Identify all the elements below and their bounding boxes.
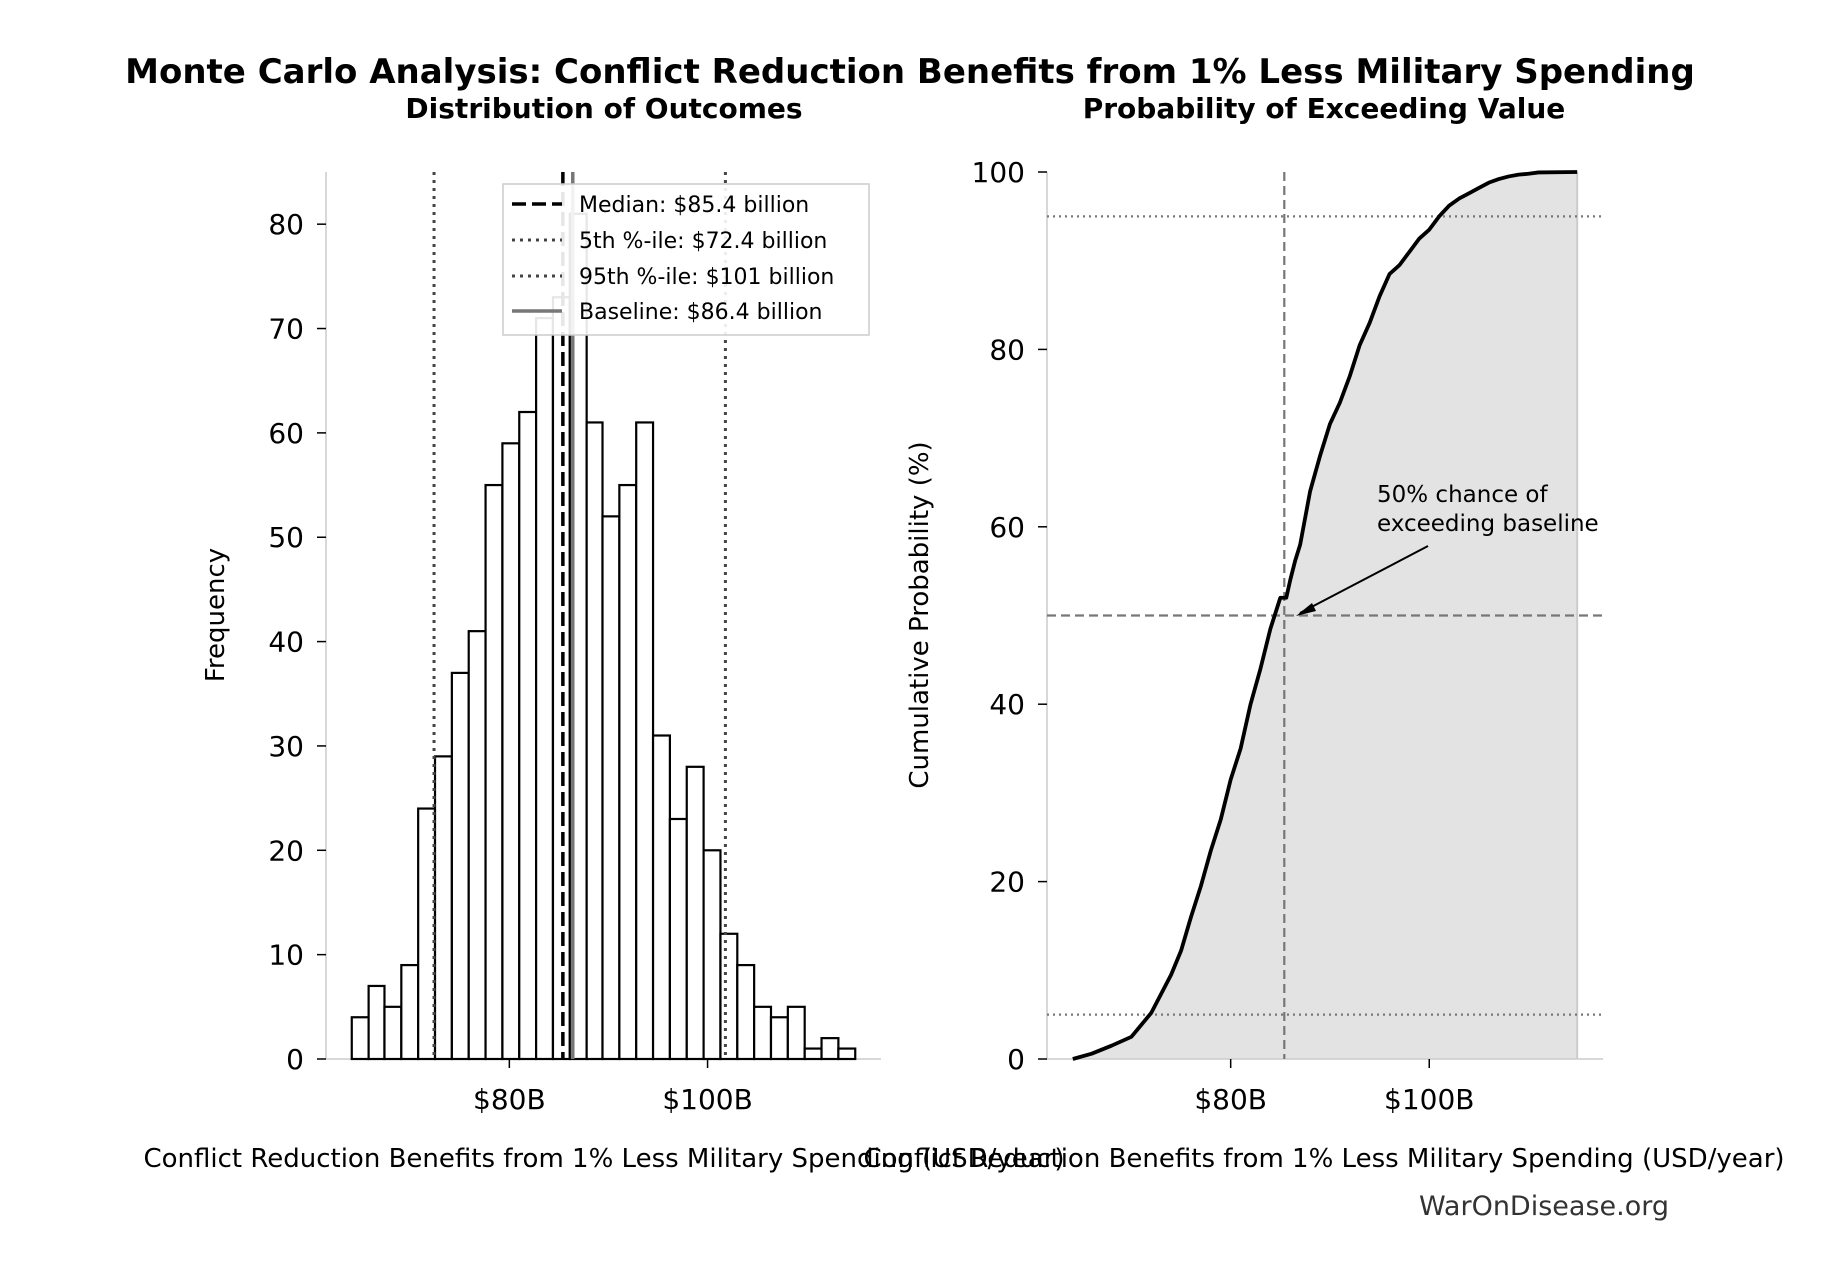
annotation-arrow-shaft [1299, 545, 1429, 614]
y-tick-label: 60 [989, 511, 1025, 544]
histogram-bar [719, 932, 739, 1061]
legend-box [502, 183, 870, 336]
cdf-x-ticks: $80B $100B [1194, 1059, 1474, 1116]
cdf-subtitle: Probability of Exceeding Value [1083, 92, 1566, 125]
x-tick-label: $100B [662, 1083, 752, 1116]
histogram-y-ticks: 0 10 20 30 40 50 60 70 80 [268, 208, 326, 1076]
histogram-bar [585, 421, 604, 1061]
histogram-bar [685, 765, 705, 1061]
cdf-curve [1072, 170, 1578, 1061]
y-tick-label: 10 [268, 939, 304, 972]
histogram-bar [803, 1047, 823, 1061]
histogram-bar [837, 1047, 857, 1061]
legend-label-p5: 5th %-ile: $72.4 billion [579, 229, 827, 254]
y-tick-label: 80 [268, 208, 304, 241]
y-tick-label: 20 [268, 834, 304, 867]
cdf-x-label: Conflict Reduction Benefits from 1% Less… [863, 1144, 1784, 1174]
watermark: WarOnDisease.org [1419, 1191, 1669, 1222]
histogram-bar [618, 483, 638, 1061]
histogram-bar [635, 421, 655, 1061]
legend-label-baseline: Baseline: $86.4 billion [579, 300, 822, 325]
histogram-subtitle: Distribution of Outcomes [405, 92, 802, 125]
cdf-fill-area [1072, 172, 1578, 1059]
cdf-shaded-area [1072, 172, 1579, 1059]
histogram-bar [417, 807, 437, 1061]
histogram-y-label: Frequency [201, 548, 231, 682]
y-tick-label: 70 [268, 313, 304, 346]
y-tick-label: 40 [268, 626, 304, 659]
cdf-panel: Probability of Exceeding Value 0 20 40 60 80… [863, 92, 1784, 1174]
histogram-bar [433, 755, 453, 1061]
histogram-bar [467, 630, 487, 1061]
histogram-bar [753, 1005, 773, 1061]
histogram-legend: Median: $85.4 billion 5th %-ile: $72.4 b… [502, 183, 870, 336]
histogram-bar [518, 410, 538, 1061]
histogram-bar [736, 963, 756, 1061]
histogram-bar [367, 984, 386, 1061]
annotation-arrowhead [1296, 603, 1316, 616]
y-tick-label: 0 [286, 1043, 304, 1076]
histogram-bar [450, 671, 470, 1061]
histogram-bar [786, 1005, 806, 1061]
histogram-bar [350, 1016, 370, 1061]
y-tick-label: 0 [1007, 1043, 1025, 1076]
histogram-bar [383, 1005, 403, 1061]
figure-title: Monte Carlo Analysis: Conflict Reduction… [125, 52, 1695, 92]
cdf-annotation: 50% chance of exceeding baseline [1296, 482, 1599, 616]
histogram-x-ticks: $80B $100B [473, 1059, 753, 1116]
annotation-line-2: exceeding baseline [1377, 511, 1599, 537]
histogram-panel: Distribution of Outcomes 0 10 20 30 40 50 60 70… [143, 92, 1064, 1174]
histogram-bar [668, 817, 688, 1061]
annotation-line-1: 50% chance of [1377, 482, 1549, 508]
x-tick-label: $80B [1194, 1083, 1267, 1116]
cdf-line [1072, 170, 1578, 1061]
cdf-reference-lines [1047, 172, 1603, 1059]
y-tick-label: 60 [268, 417, 304, 450]
y-tick-label: 30 [268, 730, 304, 763]
histogram-bar [702, 849, 722, 1061]
histogram-bar [651, 734, 672, 1061]
y-tick-label: 100 [972, 156, 1025, 189]
legend-label-p95: 95th %-ile: $101 billion [579, 265, 834, 290]
histogram-bar [601, 515, 621, 1061]
y-tick-label: 40 [989, 688, 1025, 721]
histogram-bar [535, 316, 555, 1061]
histogram-bar [400, 963, 420, 1061]
x-tick-label: $100B [1384, 1083, 1474, 1116]
x-tick-label: $80B [473, 1083, 546, 1116]
y-tick-label: 80 [989, 333, 1025, 366]
cdf-y-ticks: 0 20 40 60 80 100 [972, 156, 1047, 1076]
histogram-bar [820, 1037, 840, 1061]
histogram-bar [769, 1016, 789, 1061]
y-tick-label: 50 [268, 521, 304, 554]
legend-label-median: Median: $85.4 billion [579, 193, 809, 218]
histogram-bar [484, 483, 504, 1061]
histogram-bar [501, 442, 521, 1061]
histogram-bars [350, 212, 857, 1061]
y-tick-label: 20 [989, 866, 1025, 899]
histogram-x-label: Conflict Reduction Benefits from 1% Less… [143, 1144, 1064, 1174]
cdf-y-label: Cumulative Probability (%) [905, 441, 935, 788]
